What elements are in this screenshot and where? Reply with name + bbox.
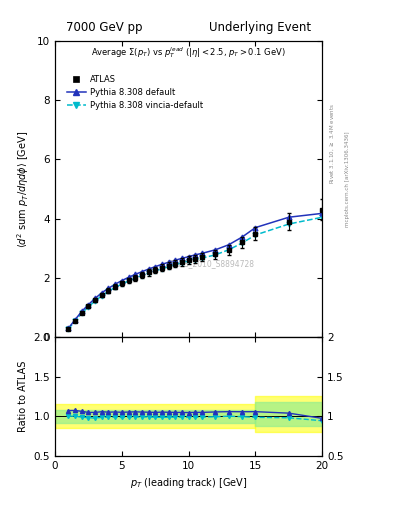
- Text: Average $\Sigma(p_T)$ vs $p_T^{lead}$ ($|\eta| < 2.5$, $p_T > 0.1$ GeV): Average $\Sigma(p_T)$ vs $p_T^{lead}$ ($…: [91, 46, 286, 60]
- Text: 7000 GeV pp: 7000 GeV pp: [66, 20, 142, 34]
- Text: Rivet 3.1.10, $\geq$ 3.4M events: Rivet 3.1.10, $\geq$ 3.4M events: [328, 103, 336, 184]
- Y-axis label: Ratio to ATLAS: Ratio to ATLAS: [18, 361, 28, 432]
- X-axis label: $p_T$ (leading track) [GeV]: $p_T$ (leading track) [GeV]: [130, 476, 247, 490]
- Text: mcplots.cern.ch [arXiv:1306.3436]: mcplots.cern.ch [arXiv:1306.3436]: [345, 132, 350, 227]
- Y-axis label: $\langle d^2$ sum $p_T/d\eta d\phi\rangle$ [GeV]: $\langle d^2$ sum $p_T/d\eta d\phi\rangl…: [16, 131, 31, 248]
- Text: Underlying Event: Underlying Event: [209, 20, 312, 34]
- Text: ATLAS_2010_S8894728: ATLAS_2010_S8894728: [165, 259, 255, 268]
- Legend: ATLAS, Pythia 8.308 default, Pythia 8.308 vincia-default: ATLAS, Pythia 8.308 default, Pythia 8.30…: [67, 75, 203, 110]
